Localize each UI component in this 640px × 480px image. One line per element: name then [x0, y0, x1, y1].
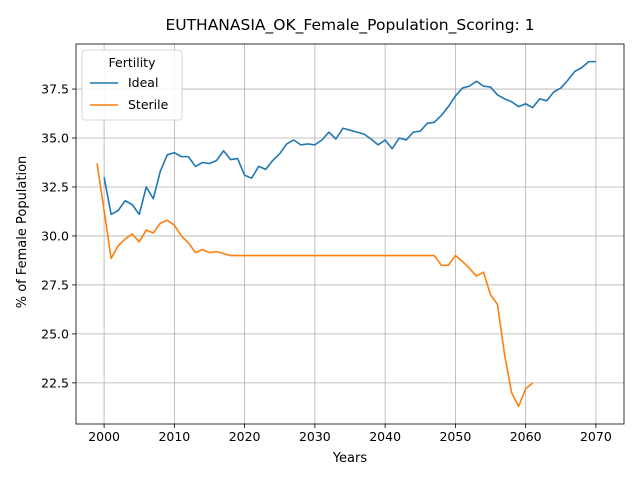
- y-tick-label: 22.5: [41, 375, 69, 390]
- x-tick-label: 2050: [439, 429, 471, 444]
- y-tick-label: 25.0: [41, 326, 69, 341]
- plot-frame: [75, 43, 625, 425]
- y-tick-label: 32.5: [41, 179, 69, 194]
- x-tick-label: 2020: [229, 429, 261, 444]
- legend: Fertility Ideal Sterile: [81, 49, 183, 121]
- legend-box: [81, 49, 183, 121]
- y-tick-label: 30.0: [41, 228, 69, 243]
- legend-title: Fertility: [109, 55, 157, 70]
- y-tick-label: 35.0: [41, 131, 69, 146]
- legend-label-ideal: Ideal: [128, 75, 158, 90]
- series-line-sterile: [96, 163, 534, 408]
- x-tick-label: 2040: [369, 429, 401, 444]
- y-tick-label: 37.5: [41, 82, 69, 97]
- x-axis-label: Years: [332, 451, 368, 466]
- y-axis-label: % of Female Population: [15, 156, 30, 309]
- x-tick-label: 2030: [299, 429, 331, 444]
- x-tick-label: 2010: [158, 429, 190, 444]
- series-layer: [96, 60, 596, 408]
- series-line-ideal: [103, 60, 596, 216]
- chart-title: EUTHANASIA_OK_Female_Population_Scoring:…: [165, 16, 534, 35]
- legend-label-sterile: Sterile: [128, 97, 169, 112]
- y-axis: 22.5 25.0 27.5 30.0 32.5 35.0 37.5: [41, 82, 76, 390]
- x-tick-label: 2060: [510, 429, 542, 444]
- grid: [76, 44, 624, 424]
- x-tick-label: 2070: [580, 429, 612, 444]
- y-tick-label: 27.5: [41, 277, 69, 292]
- x-axis: 2000 2010 2020 2030 2040 2050 2060 2070: [88, 424, 612, 444]
- x-tick-label: 2000: [88, 429, 120, 444]
